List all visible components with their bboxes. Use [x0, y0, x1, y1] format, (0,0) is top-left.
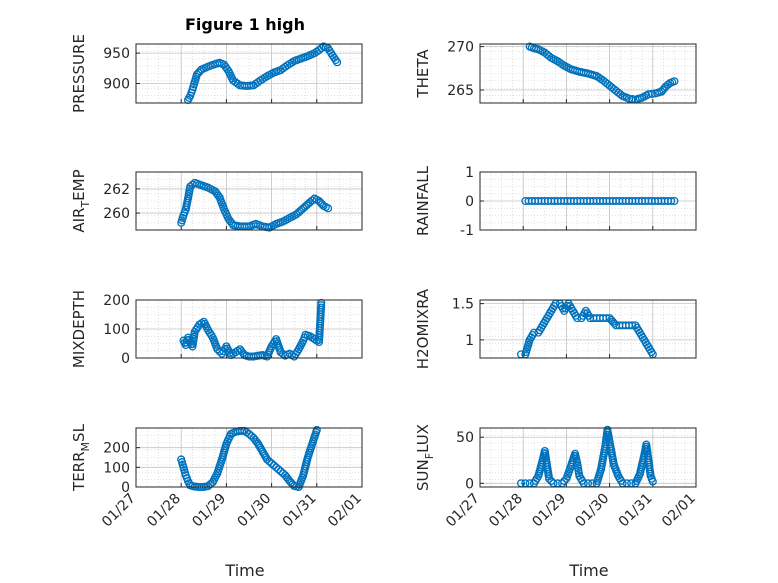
- y-tick-label: 950: [103, 46, 130, 62]
- y-axis-label-main: TERR: [70, 451, 88, 492]
- axes-frame: [135, 43, 363, 104]
- y-tick-label: 0: [465, 194, 474, 210]
- data-point: [667, 196, 676, 206]
- y-tick-label: 200: [103, 441, 130, 457]
- x-axis-label-left: Time: [224, 561, 264, 580]
- axes-frame: [135, 299, 363, 359]
- y-tick-label: 0: [465, 476, 474, 492]
- y-axis-label-subscript: T: [79, 201, 92, 209]
- y-tick-label: 100: [103, 460, 130, 476]
- axes-frame: [479, 171, 697, 231]
- data-point: [670, 77, 679, 86]
- data-point: [545, 474, 554, 483]
- y-axis-label-subscript: M: [79, 442, 92, 452]
- y-axis-label: THETA: [414, 49, 432, 99]
- data-point: [558, 60, 567, 69]
- y-tick-label: 1.5: [452, 297, 474, 313]
- subplot-h2omixra: 1 1.5 H2OMIXRA: [414, 288, 697, 369]
- subplot-rainfall: -1 0 1 RAINFALL: [414, 165, 697, 239]
- data-point: [324, 204, 333, 213]
- data-series: [179, 298, 326, 361]
- y-axis-label: PRESSURE: [70, 34, 88, 113]
- data-point: [272, 463, 281, 472]
- data-point: [269, 461, 278, 470]
- y-axis-label: H2OMIXRA: [414, 288, 432, 369]
- data-point: [263, 455, 272, 464]
- data-point: [267, 459, 276, 468]
- y-tick-label: 1: [465, 333, 474, 349]
- y-tick-label: 0: [121, 480, 130, 496]
- data-point: [276, 467, 285, 476]
- data-point: [214, 191, 223, 200]
- y-tick-label: 262: [103, 182, 130, 198]
- x-axis-label-right: Time: [568, 561, 608, 580]
- y-tick-label: 260: [103, 206, 130, 222]
- y-axis-label-tail: SL: [70, 423, 88, 442]
- y-axis-label-main: RAINFALL: [414, 165, 432, 236]
- data-point: [628, 321, 637, 330]
- data-point: [648, 477, 657, 486]
- axes-frame: [135, 171, 363, 231]
- y-tick-label: 0: [121, 351, 130, 367]
- y-axis-label-main: PRESSURE: [70, 34, 88, 113]
- y-axis-label-main: MIXDEPTH: [70, 290, 88, 368]
- y-tick-label: 265: [447, 83, 474, 99]
- y-axis-label-main: THETA: [414, 49, 432, 99]
- data-point: [274, 465, 283, 474]
- data-series: [177, 425, 321, 492]
- y-tick-label: 270: [447, 40, 474, 56]
- data-point: [265, 457, 274, 466]
- y-axis-label: TERRMSL: [70, 423, 92, 492]
- y-axis-label: AIRTEMP: [70, 169, 92, 232]
- y-tick-label: 200: [103, 293, 130, 309]
- data-point: [647, 89, 656, 98]
- data-series: [521, 196, 679, 206]
- subplot-pressure: 900 950 PRESSURE: [70, 34, 363, 113]
- y-axis-label-main: SUN: [414, 459, 432, 491]
- y-axis-label-main: AIR: [70, 208, 88, 233]
- subplot-mixdepth: 0 100 200 MIXDEPTH: [70, 290, 363, 368]
- data-series: [516, 299, 657, 359]
- axes-frame: [135, 427, 363, 488]
- y-tick-label: 1: [465, 165, 474, 181]
- y-axis-label-subscript: F: [423, 453, 436, 459]
- data-point: [602, 314, 611, 323]
- data-point: [333, 58, 342, 67]
- data-point: [670, 196, 679, 206]
- y-tick-label: 100: [103, 322, 130, 338]
- figure-title: Figure 1 high: [185, 15, 305, 34]
- y-axis-label: SUNFLUX: [414, 424, 436, 491]
- y-axis-label-main: H2OMIXRA: [414, 288, 432, 369]
- axes-frame: [479, 43, 697, 104]
- y-axis-label: RAINFALL: [414, 165, 432, 236]
- y-tick-label: -1: [460, 223, 474, 239]
- data-point: [663, 80, 672, 89]
- data-point: [610, 319, 619, 328]
- subplot-air-temp: 260 262 AIRTEMP: [70, 169, 363, 233]
- data-point: [628, 95, 637, 104]
- data-point: [312, 425, 321, 435]
- y-tick-label: 50: [456, 430, 474, 446]
- data-point: [616, 90, 625, 99]
- data-point: [204, 481, 213, 491]
- data-point: [244, 429, 254, 438]
- y-axis-label-tail: EMP: [70, 169, 88, 200]
- axes-frame: [479, 427, 697, 488]
- subplot-theta: 265 270 THETA: [414, 40, 697, 104]
- axes-frame: [479, 299, 697, 359]
- y-axis-label: MIXDEPTH: [70, 290, 88, 368]
- y-axis-label-tail: LUX: [414, 424, 432, 453]
- y-tick-label: 900: [103, 77, 130, 93]
- data-series: [525, 42, 679, 104]
- data-series: [183, 42, 342, 105]
